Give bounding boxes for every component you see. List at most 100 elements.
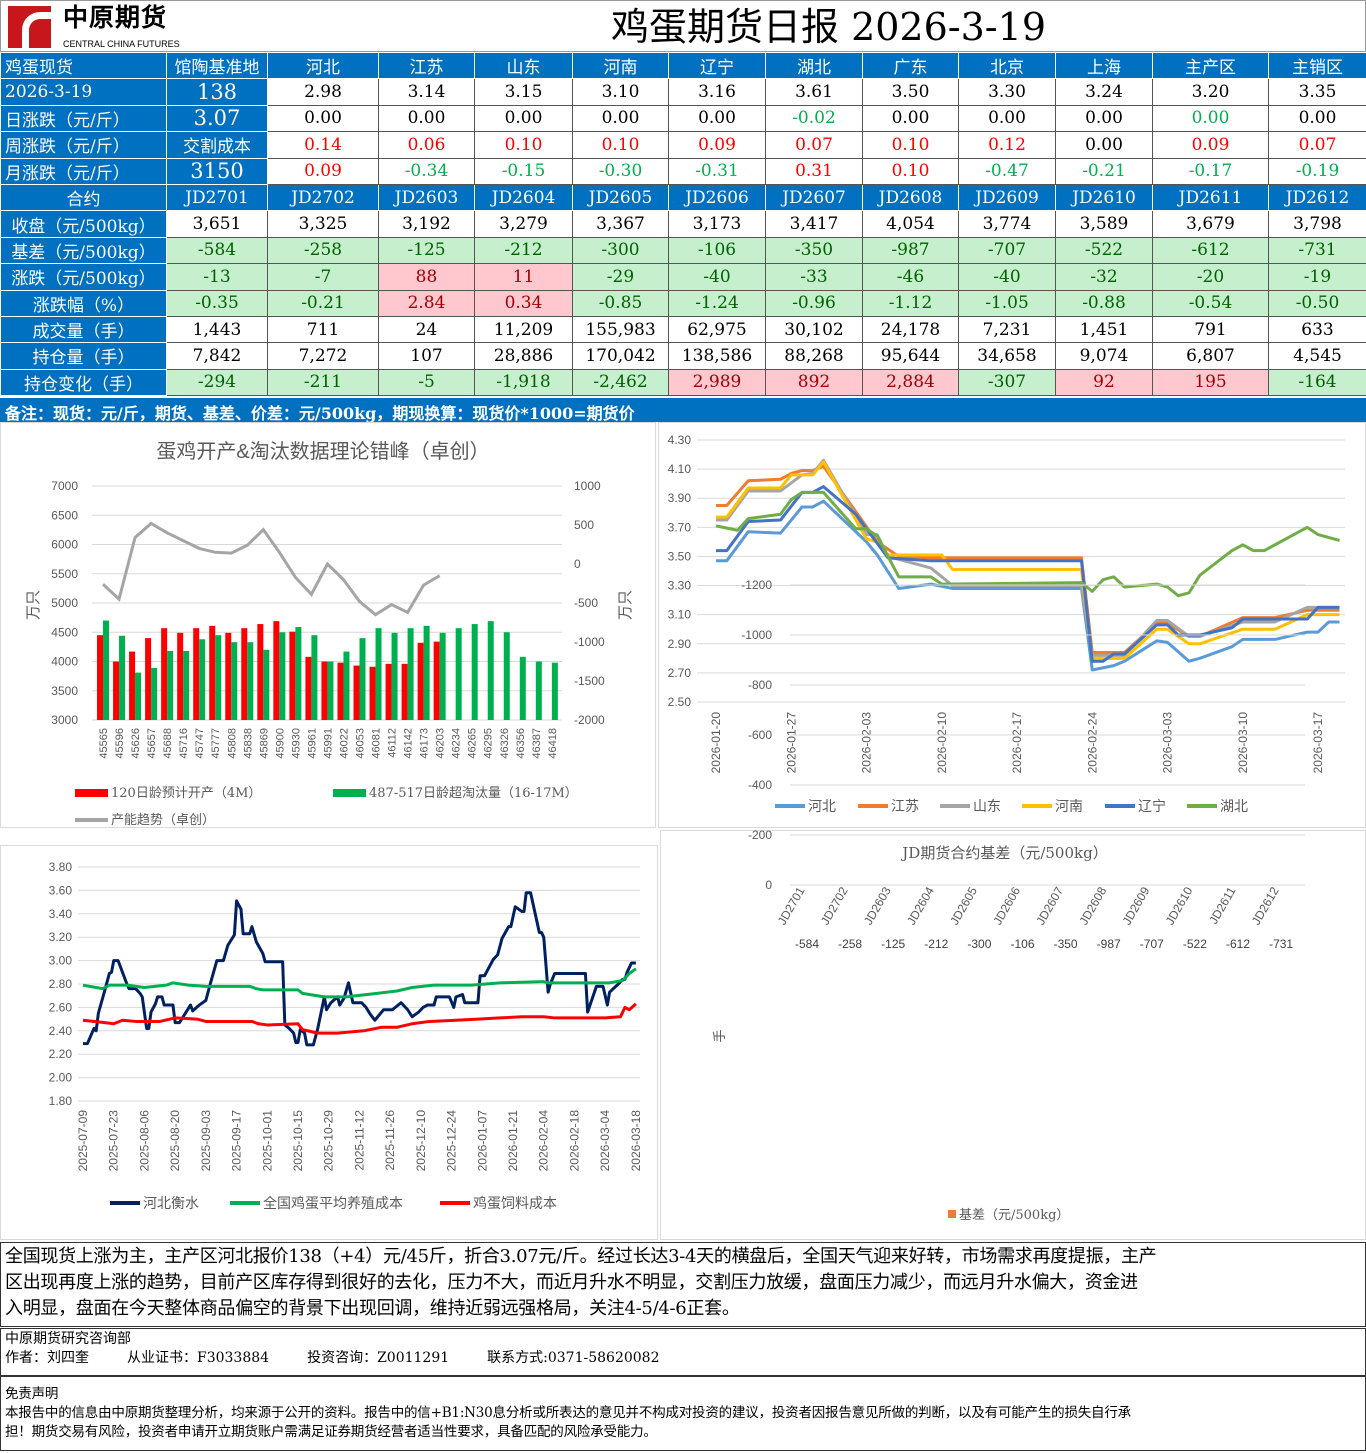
futures-value: -0.96 xyxy=(765,289,863,317)
series-line xyxy=(716,499,1340,672)
legend-label: 120日龄预计开产（4M） xyxy=(111,786,261,801)
series-line xyxy=(82,967,637,999)
y-tick-label: 3500 xyxy=(51,684,78,698)
company-logo-icon xyxy=(8,6,51,49)
bar-cull xyxy=(439,632,446,720)
legend-swatch xyxy=(948,1210,956,1218)
x-tick-label: 2026-03-18 xyxy=(629,1110,643,1172)
futures-value: -0.85 xyxy=(572,289,669,317)
x-tick-label: 46173 xyxy=(419,728,431,759)
bar-cull xyxy=(455,628,462,720)
bar-open xyxy=(353,665,360,720)
logo-english: CENTRAL CHINA FUTURES xyxy=(63,39,180,49)
x-tick-label: 2026-01-21 xyxy=(506,1110,520,1172)
futures-value: 170,042 xyxy=(572,342,669,370)
futures-value: 34,658 xyxy=(958,342,1056,370)
spot-header-cell: 广东 xyxy=(862,51,959,80)
futures-value: -731 xyxy=(1268,236,1366,265)
x-tick-label: JD2610 xyxy=(1163,884,1196,927)
futures-value: -212 xyxy=(474,236,573,265)
spot-value: 3.10 xyxy=(572,78,669,106)
spot-header-cell: 江苏 xyxy=(378,51,475,80)
x-tick-label: 46265 xyxy=(467,728,479,759)
disclaimer-line: 担！期货交易有风险，投资者申请开立期货账户需满足证券期货经营者适当性要求，具备匹… xyxy=(5,1424,657,1440)
legend-swatch xyxy=(333,789,366,797)
x-tick-label: 46356 xyxy=(515,728,527,759)
y-tick-label: 4.30 xyxy=(668,433,692,447)
futures-value: 4,054 xyxy=(862,210,959,238)
y-tick-label: 2.80 xyxy=(49,977,73,991)
bar-cull xyxy=(119,635,126,720)
futures-value: 3,679 xyxy=(1152,210,1269,238)
bar-cull xyxy=(519,656,526,720)
row-label: 涨跌幅（%） xyxy=(0,289,167,317)
x-tick-label: 46112 xyxy=(387,728,399,758)
spot-row: 周涨跌（元/斤） 交割成本 0.14 0.06 0.10 0.10 0.09 0.07 0.10… xyxy=(0,131,1366,159)
futures-value: 107 xyxy=(378,342,475,370)
futures-value: 7,272 xyxy=(267,342,379,370)
futures-value: 633 xyxy=(1268,315,1366,344)
spot-value: 0.00 xyxy=(958,104,1056,133)
y-tick-label: 6000 xyxy=(51,538,78,552)
futures-value: -294 xyxy=(166,368,268,397)
contract-header: JD2701 xyxy=(166,183,268,212)
x-tick-label: 2026-01-27 xyxy=(784,712,798,774)
data-label: -125 xyxy=(881,937,905,951)
bar-open xyxy=(113,661,120,720)
author-info: 中原期货研究咨询部 作者：刘四奎 从业证书：F3033884 投资咨询：Z00112… xyxy=(0,1328,1366,1376)
bar-open xyxy=(129,651,136,720)
bar-cull xyxy=(359,638,366,720)
spot-header-cell: 北京 xyxy=(958,51,1056,80)
futures-row: 成交量（手） 1,443 711 24 11,209 155,983 62,975 30,10… xyxy=(0,315,1366,344)
bar-cull xyxy=(391,632,398,720)
futures-value: -46 xyxy=(862,263,959,291)
data-table: 鸡蛋现货 馆陶基准地 河北 江苏 山东 河南 辽宁 湖北 广东 北京 上海 主产区 主销区 2026-3-… xyxy=(0,51,1366,397)
futures-value: -5 xyxy=(378,368,475,397)
legend-label: 河南 xyxy=(1055,799,1083,815)
futures-value: 3,798 xyxy=(1268,210,1366,238)
row-label: 持仓变化（手） xyxy=(0,368,167,397)
futures-value: -7 xyxy=(267,263,379,291)
bar-cull xyxy=(279,632,286,720)
x-tick-label: 45900 xyxy=(274,728,286,759)
row-label: 收盘（元/500kg） xyxy=(0,210,167,238)
futures-value: -164 xyxy=(1268,368,1366,397)
legend-label: 江苏 xyxy=(891,799,919,815)
row-label: 2026-3-19 xyxy=(0,78,167,106)
x-tick-label: JD2605 xyxy=(947,884,980,927)
data-label: -522 xyxy=(1183,937,1207,951)
futures-value: -987 xyxy=(862,236,959,265)
spot-value: 3.35 xyxy=(1268,78,1366,106)
futures-value: -522 xyxy=(1055,236,1153,265)
commentary-line: 入明显，盘面在今天整体商品偏空的背景下出现回调，维持近弱远强格局，关注4-5/4… xyxy=(5,1298,740,1319)
author: 作者：刘四奎 xyxy=(5,1350,89,1366)
bar-cull xyxy=(487,621,494,720)
futures-value: 88 xyxy=(378,263,475,291)
spot-value: 0.06 xyxy=(378,131,475,159)
futures-value: -1.24 xyxy=(668,289,766,317)
row-label: 持仓量（手） xyxy=(0,342,167,370)
spot-value: 0.10 xyxy=(474,131,573,159)
data-label: -707 xyxy=(1140,937,1164,951)
spot-value: 3.16 xyxy=(668,78,766,106)
row-label: 周涨跌（元/斤） xyxy=(0,131,167,159)
futures-value: 0.34 xyxy=(474,289,573,317)
series-line xyxy=(82,1002,637,1035)
spot-value: 0.00 xyxy=(1055,104,1153,133)
futures-row: 涨跌（元/500kg） -13 -7 88 11 -29 -40 -33 -46 -40 -32 -2… xyxy=(0,263,1366,291)
x-tick-label: 2025-10-29 xyxy=(322,1110,336,1172)
bar-cull xyxy=(215,635,222,720)
y-tick-label: 2.60 xyxy=(49,1000,73,1014)
spot-value: 0.07 xyxy=(1268,131,1366,159)
commentary-line: 区出现再度上涨的趋势，目前产区库存得到很好的去化，压力不大，而近月升水不明显，交… xyxy=(5,1272,1138,1293)
bar-cull xyxy=(263,649,270,720)
y-tick-label: -600 xyxy=(748,728,772,742)
contract-header: JD2612 xyxy=(1268,183,1366,212)
x-tick-label: JD2612 xyxy=(1249,884,1282,927)
row-label: 日涨跌（元/斤） xyxy=(0,104,167,133)
futures-value: 2,884 xyxy=(862,368,959,397)
bar-cull xyxy=(311,635,318,720)
futures-value: -29 xyxy=(572,263,669,291)
x-tick-label: 46142 xyxy=(403,728,415,759)
x-tick-label: 2025-12-10 xyxy=(414,1110,428,1172)
